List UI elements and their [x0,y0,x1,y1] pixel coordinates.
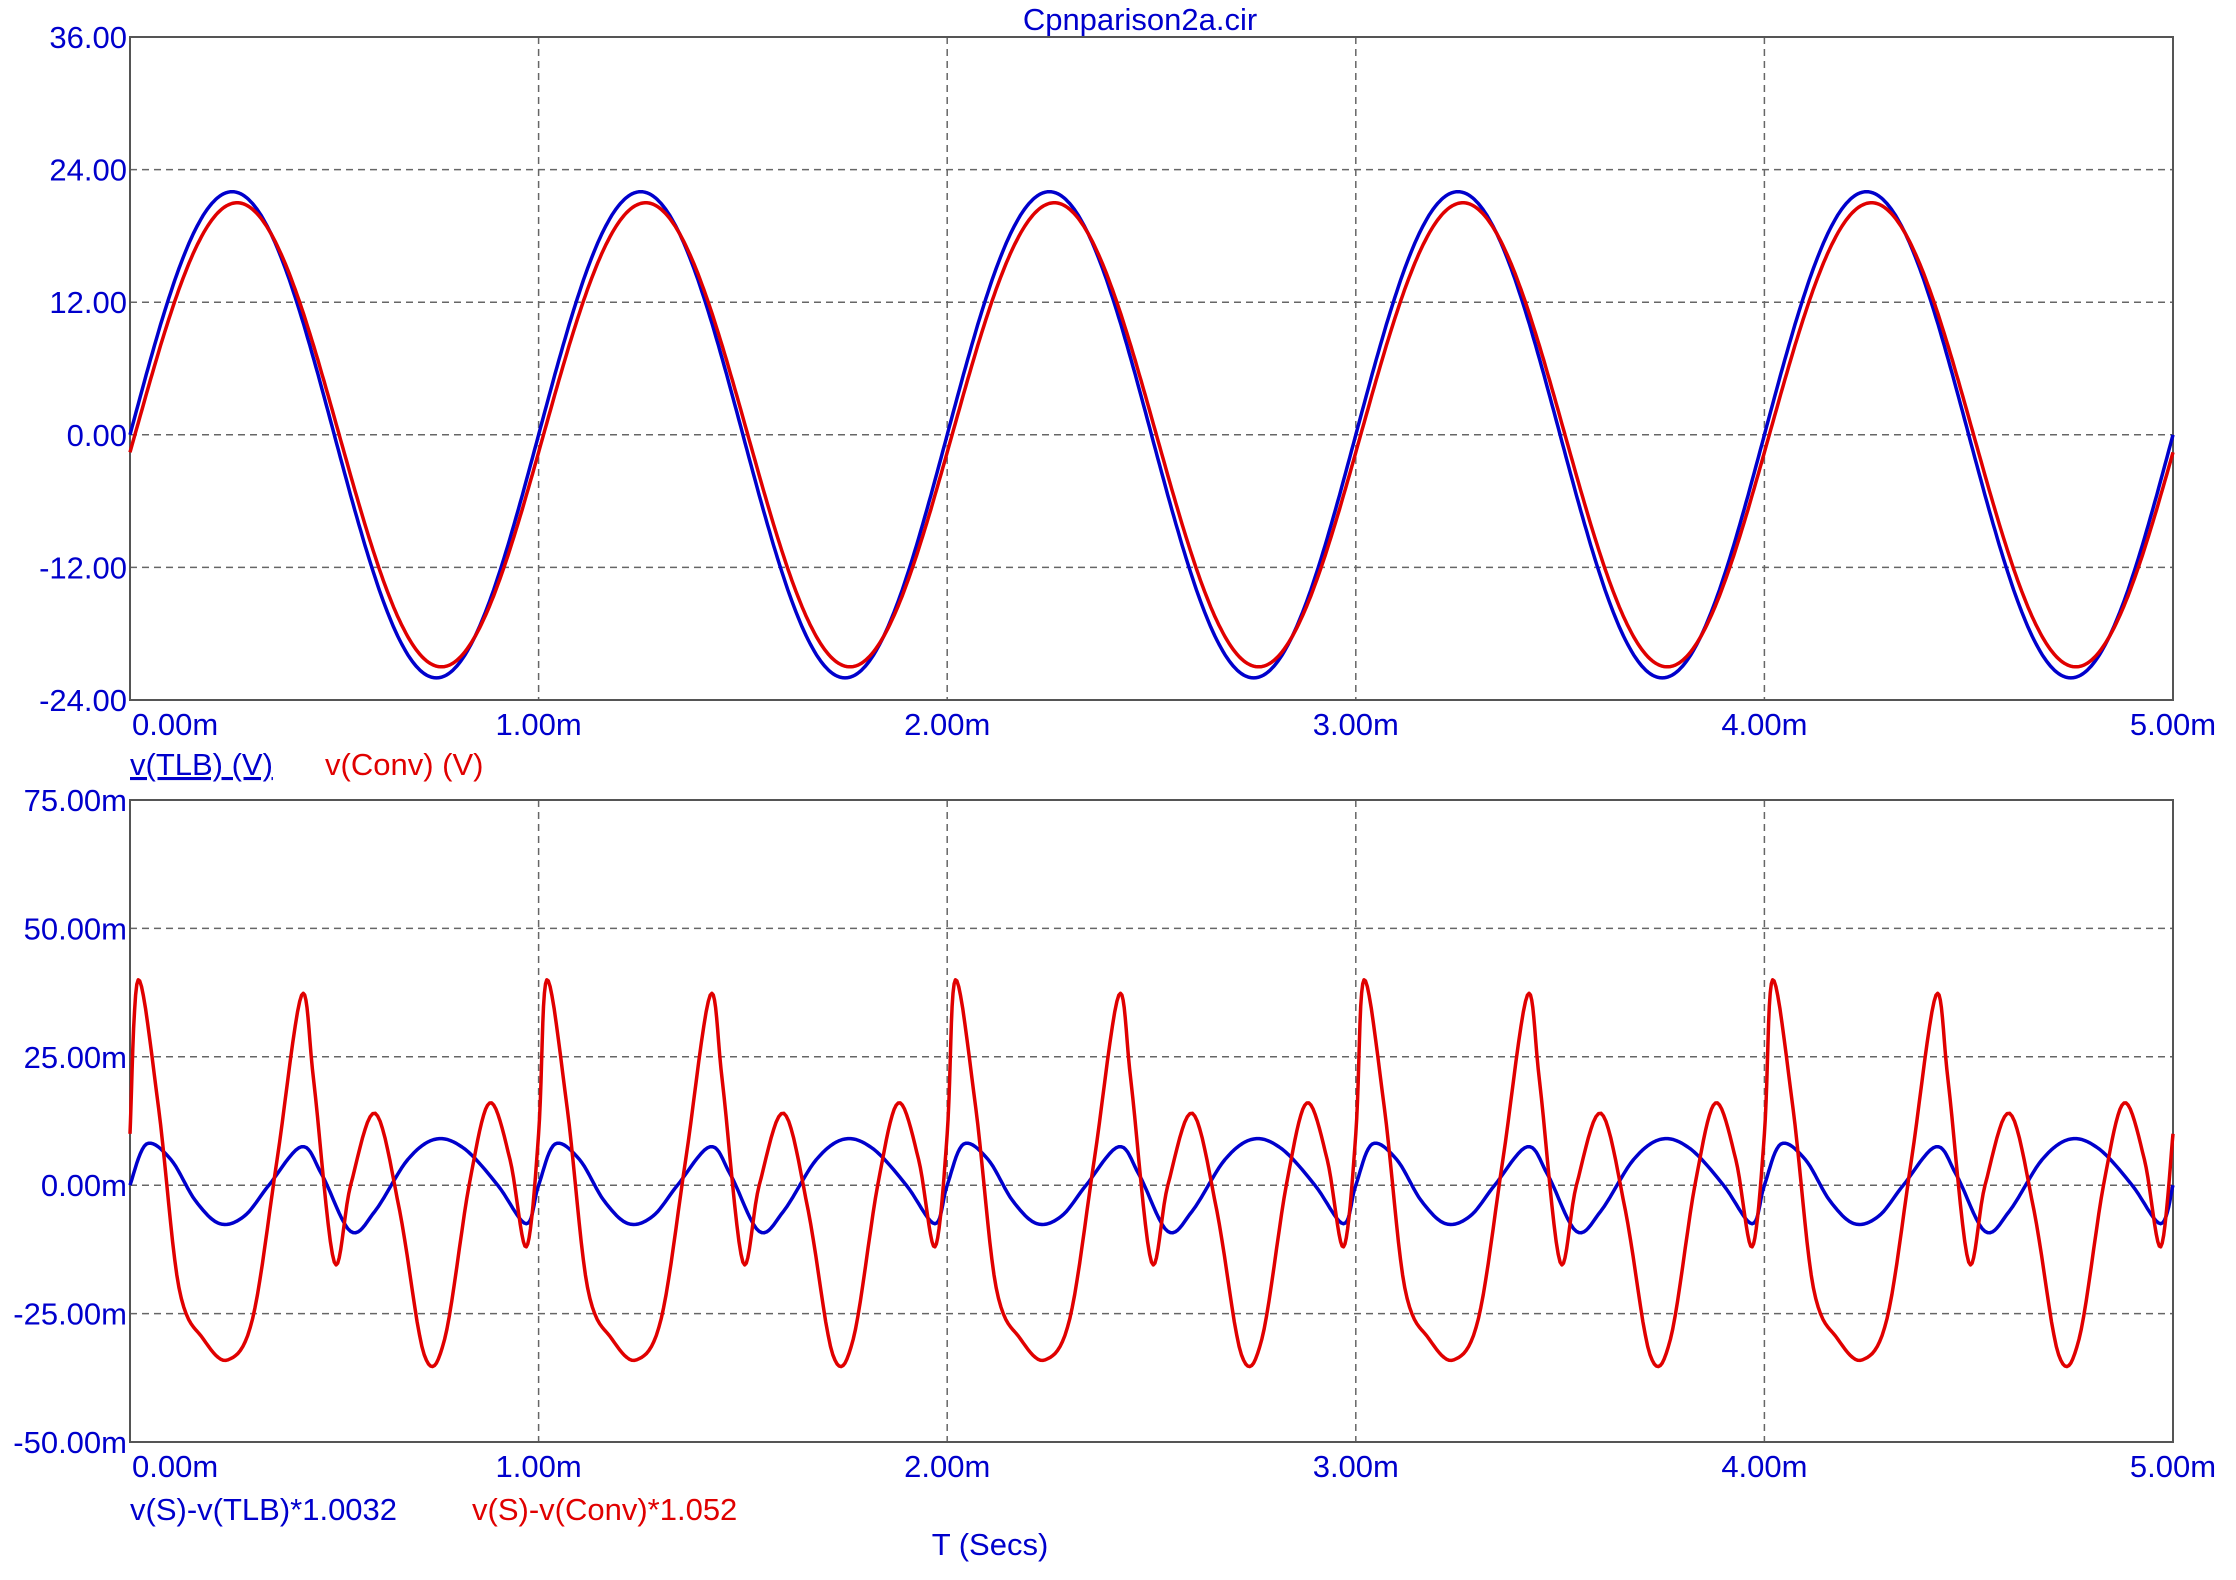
series-line-red [128,978,2175,1369]
x-tick-label: 2.00m [904,707,990,742]
x-tick-label: 4.00m [1721,707,1807,742]
top-panel: 36.00 24.00 12.00 0.00 -12.00 -24.000.00m 1.00… [39,20,2216,742]
x-tick-label: 2.00m [904,1449,990,1484]
y-tick-label: -24.00 [39,683,127,718]
x-tick-label: 1.00m [496,707,582,742]
x-tick-label: 0.00m [132,1449,218,1484]
x-tick-label: 4.00m [1721,1449,1807,1484]
x-tick-label: 1.00m [496,1449,582,1484]
x-tick-label: 0.00m [132,707,218,742]
y-tick-label: 36.00 [49,20,127,55]
y-tick-label: 12.00 [49,285,127,320]
y-tick-label: 75.00m [24,783,127,818]
legend-bottom-tlb[interactable]: v(S)-v(TLB)*1.0032 [130,1492,397,1527]
y-tick-label: -25.00m [13,1297,127,1332]
y-tick-label: -12.00 [39,550,127,585]
plot-frame [129,799,2174,1443]
legend-top-conv[interactable]: v(Conv) (V) [325,747,483,782]
x-tick-label: 3.00m [1313,1449,1399,1484]
legend-top-tlb[interactable]: v(TLB) (V) [130,747,273,782]
y-tick-label: 50.00m [24,911,127,946]
plot-frame [129,36,2174,701]
x-tick-label: 3.00m [1313,707,1399,742]
x-axis-label: T (Secs) [932,1527,1049,1562]
chart-title: Cpnparison2a.cir [1023,2,1257,37]
y-tick-label: 0.00m [41,1168,127,1203]
y-tick-label: -50.00m [13,1425,127,1460]
x-tick-label: 5.00m [2130,707,2216,742]
series-line-red [128,201,2175,669]
y-tick-label: 0.00 [67,418,127,453]
bottom-panel: 75.00m50.00m25.00m0.00m-25.00m-50.00m0.0… [13,783,2216,1484]
legend-bottom-conv[interactable]: v(S)-v(Conv)*1.052 [472,1492,737,1527]
x-tick-label: 5.00m [2130,1449,2216,1484]
y-tick-label: 24.00 [49,153,127,188]
y-tick-label: 25.00m [24,1040,127,1075]
